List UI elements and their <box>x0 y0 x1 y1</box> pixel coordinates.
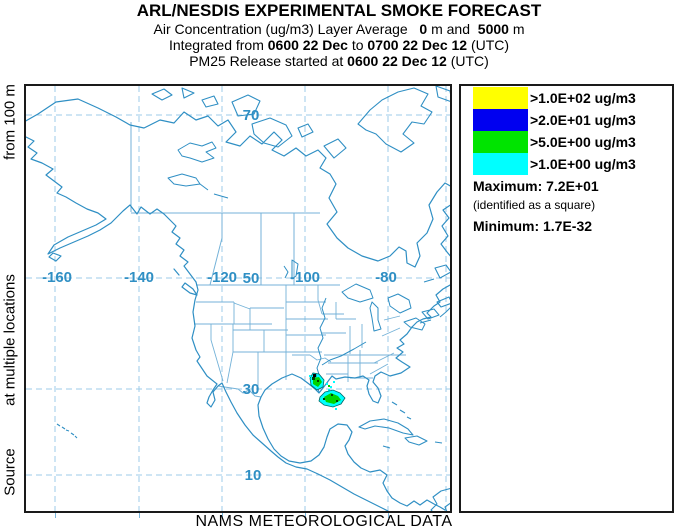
subtitle-concentration: Air Concentration (ug/m3) Layer Average … <box>153 21 525 37</box>
y-axis-label-middle: at multiple locations <box>1 274 19 406</box>
y-axis-label-top: from 100 m <box>1 84 19 160</box>
maximum-note-text: (identified as a square) <box>473 198 596 212</box>
legend-item: >1.0E+00 ug/m3 <box>473 153 636 175</box>
legend-item: >5.0E+00 ug/m3 <box>473 131 636 153</box>
lat-label-10: 10 <box>245 467 262 484</box>
legend-panel: >1.0E+02 ug/m3 >2.0E+01 ug/m3 >5.0E+00 u… <box>459 84 674 513</box>
lon-label-100: -100 <box>290 269 320 286</box>
map-panel: 70 50 30 10 -160 -140 -120 -100 -80 <box>23 84 453 513</box>
subtitle-integration: Integrated from 0600 22 Dec to 0700 22 D… <box>168 37 510 53</box>
legend-label: >1.0E+00 ug/m3 <box>530 156 636 172</box>
footer-meteorology-source: NAMS METEOROLOGICAL DATA <box>195 513 453 530</box>
header: ARL/NESDIS EXPERIMENTAL SMOKE FORECAST A… <box>0 0 678 69</box>
border-lines <box>130 122 406 398</box>
frame-tick <box>222 513 223 518</box>
lake-river-paths <box>167 141 452 393</box>
lon-label-80: -80 <box>375 269 397 286</box>
lon-label-120: -120 <box>207 269 237 286</box>
legend-swatch-blue <box>473 109 528 131</box>
legend-swatch-yellow <box>473 87 528 109</box>
north-america-map: 70 50 30 10 -160 -140 -120 -100 -80 <box>23 85 453 513</box>
maximum-value-text: Maximum: 7.2E+01 <box>473 178 599 194</box>
subtitle-release: PM25 Release started at 0600 22 Dec 12 (… <box>189 53 489 69</box>
lat-label-70: 70 <box>243 107 260 124</box>
legend-swatch-cyan <box>473 153 528 175</box>
lat-label-30: 30 <box>243 381 260 398</box>
legend-label: >1.0E+02 ug/m3 <box>530 90 636 106</box>
lat-label-50: 50 <box>243 270 260 287</box>
legend-item: >1.0E+02 ug/m3 <box>473 87 636 109</box>
graticule-labels: 70 50 30 10 -160 -140 -120 -100 -80 <box>42 107 397 484</box>
smoke-plume-overlay <box>309 372 346 410</box>
legend-item: >2.0E+01 ug/m3 <box>473 109 636 131</box>
y-axis-label-bottom: Source <box>1 448 19 496</box>
minimum-value-text: Minimum: 1.7E-32 <box>473 218 593 234</box>
lon-label-160: -160 <box>42 269 72 286</box>
page-title: ARL/NESDIS EXPERIMENTAL SMOKE FORECAST <box>136 1 542 20</box>
legend-label: >2.0E+01 ug/m3 <box>530 112 636 128</box>
frame-tick <box>388 513 389 518</box>
island-paths <box>56 85 453 513</box>
legend-swatch-green <box>473 131 528 153</box>
maximum-square-marker <box>313 374 317 378</box>
frame-tick <box>139 513 140 518</box>
frame-tick <box>305 513 306 518</box>
frame-tick <box>55 513 56 518</box>
legend-label: >5.0E+00 ug/m3 <box>530 134 636 150</box>
lon-label-140: -140 <box>124 269 154 286</box>
coastline-paths <box>23 98 453 512</box>
